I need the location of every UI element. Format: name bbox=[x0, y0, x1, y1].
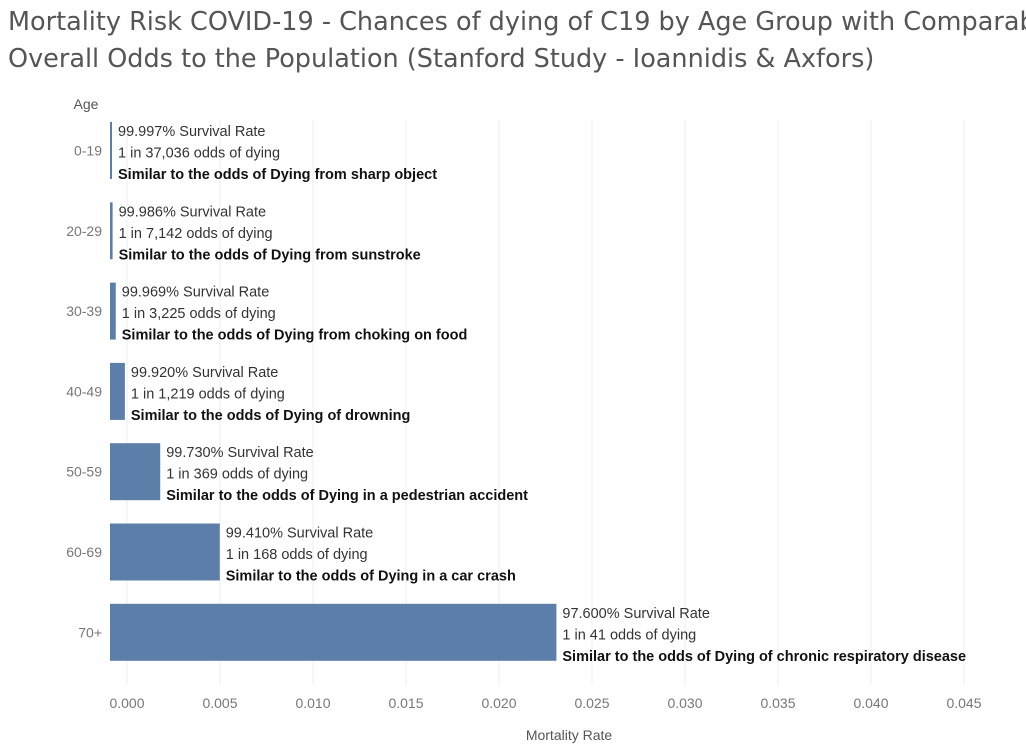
survival-rate-label: 99.986% Survival Rate bbox=[119, 204, 267, 220]
category-label: 0-19 bbox=[74, 143, 102, 159]
chart-title: Mortality Risk COVID-19 - Chances of dyi… bbox=[8, 4, 1026, 78]
x-tick-label: 0.045 bbox=[946, 695, 981, 711]
bar-20-29 bbox=[110, 202, 113, 260]
odds-label: 1 in 7,142 odds of dying bbox=[119, 226, 273, 242]
comparison-label: Similar to the odds of Dying from sunstr… bbox=[119, 247, 421, 263]
x-tick-label: 0.010 bbox=[295, 695, 330, 711]
labels: 0.000 0.005 0.010 0.015 0.020 0.025 0.030 0.035… bbox=[66, 96, 982, 743]
comparison-label: Similar to the odds of Dying from chokin… bbox=[122, 328, 468, 344]
category-label: 70+ bbox=[78, 624, 102, 640]
survival-rate-label: 99.920% Survival Rate bbox=[131, 365, 279, 381]
category-label: 20-29 bbox=[66, 223, 102, 239]
bar-50-59 bbox=[110, 443, 161, 501]
x-axis-title: Mortality Rate bbox=[526, 727, 613, 743]
odds-label: 1 in 37,036 odds of dying bbox=[118, 146, 280, 162]
x-tick-label: 0.015 bbox=[388, 695, 423, 711]
x-tick-label: 0.025 bbox=[574, 695, 609, 711]
category-label: 40-49 bbox=[66, 383, 102, 399]
x-tick-label: 0.020 bbox=[481, 695, 516, 711]
category-label: 30-39 bbox=[66, 303, 102, 319]
gridlines bbox=[126, 120, 965, 685]
odds-label: 1 in 168 odds of dying bbox=[226, 547, 368, 563]
comparison-label: Similar to the odds of Dying of chronic … bbox=[562, 649, 966, 665]
bar-30-39 bbox=[110, 282, 116, 340]
bar-60-69 bbox=[110, 523, 220, 581]
odds-label: 1 in 1,219 odds of dying bbox=[131, 386, 285, 402]
survival-rate-label: 99.410% Survival Rate bbox=[226, 526, 373, 542]
x-tick-label: 0.000 bbox=[109, 695, 144, 711]
bars bbox=[110, 122, 557, 661]
bar-0-19 bbox=[110, 122, 112, 179]
x-tick-label: 0.030 bbox=[667, 695, 702, 711]
survival-rate-label: 99.730% Survival Rate bbox=[166, 445, 314, 461]
survival-rate-label: 97.600% Survival Rate bbox=[562, 606, 710, 622]
odds-label: 1 in 369 odds of dying bbox=[166, 467, 308, 483]
comparison-label: Similar to the odds of Dying in a car cr… bbox=[226, 569, 516, 585]
chart-title-line-2: Overall Odds to the Population (Stanford… bbox=[8, 44, 875, 74]
survival-rate-label: 99.969% Survival Rate bbox=[122, 285, 270, 301]
bar-40-49 bbox=[110, 362, 125, 420]
category-label: 50-59 bbox=[66, 464, 102, 480]
survival-rate-label: 99.997% Survival Rate bbox=[118, 124, 266, 140]
odds-label: 1 in 3,225 odds of dying bbox=[122, 306, 276, 322]
x-tick-label: 0.035 bbox=[760, 695, 795, 711]
bar-70+ bbox=[110, 603, 557, 661]
category-label: 60-69 bbox=[66, 544, 102, 560]
odds-label: 1 in 41 odds of dying bbox=[562, 627, 696, 643]
comparison-label: Similar to the odds of Dying from sharp … bbox=[118, 167, 437, 183]
x-tick-label: 0.005 bbox=[202, 695, 237, 711]
chart-title-line-1: Mortality Risk COVID-19 - Chances of dyi… bbox=[8, 7, 1026, 37]
x-tick-label: 0.040 bbox=[853, 695, 888, 711]
y-axis-title: Age bbox=[74, 96, 99, 112]
comparison-label: Similar to the odds of Dying of drowning bbox=[131, 408, 411, 424]
comparison-label: Similar to the odds of Dying in a pedest… bbox=[166, 488, 528, 504]
